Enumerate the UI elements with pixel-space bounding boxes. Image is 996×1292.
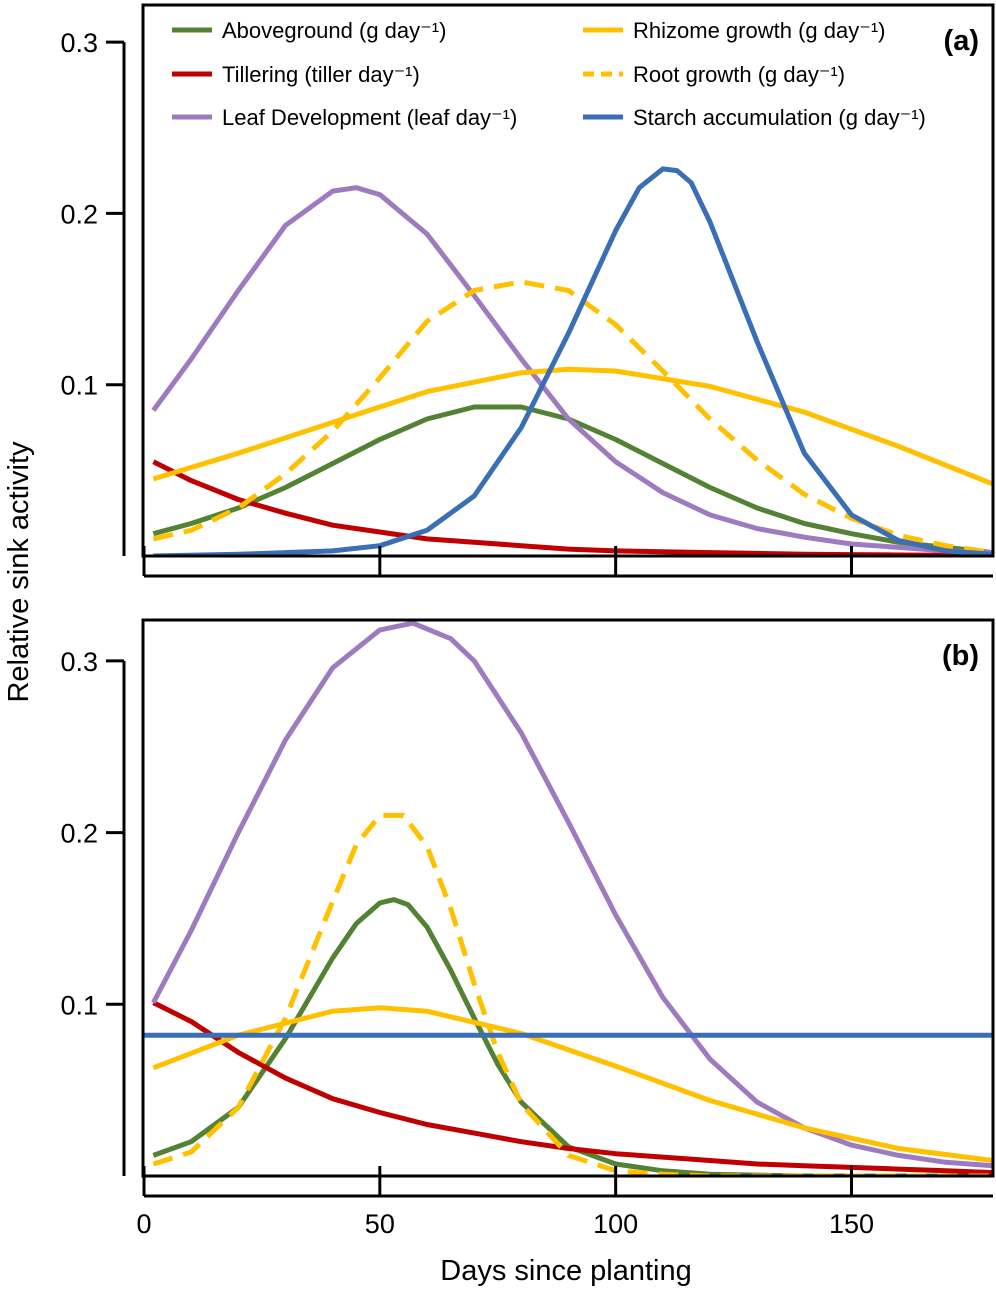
legend-label: Root growth (g day⁻¹) xyxy=(633,62,845,87)
y-tick-label: 0.3 xyxy=(60,647,98,677)
y-tick-label: 0.2 xyxy=(60,819,98,849)
legend-label: Aboveground (g day⁻¹) xyxy=(222,18,446,43)
x-tick-label: 150 xyxy=(829,1209,874,1239)
legend-label: Tillering (tiller day⁻¹) xyxy=(222,62,420,87)
panel-label: (a) xyxy=(944,25,979,57)
legend: Aboveground (g day⁻¹) Tillering (tiller d… xyxy=(172,18,926,130)
y-tick-label: 0.1 xyxy=(60,990,98,1020)
y-axis-label: Relative sink activity xyxy=(3,441,35,703)
series-line-2 xyxy=(151,185,993,556)
series-line-3 xyxy=(152,366,993,487)
series-line-5 xyxy=(153,166,993,556)
panel-b: 0.1 0.2 0.3 0 50 100 150 (b) xyxy=(60,618,995,1239)
x-axis-label: Days since planting xyxy=(440,1255,691,1287)
series-line-4 xyxy=(152,279,993,556)
legend-label: Leaf Development (leaf day⁻¹) xyxy=(222,105,517,130)
y-tick-label: 0.2 xyxy=(60,199,98,229)
y-tick-label: 0.1 xyxy=(60,371,98,401)
plot-frame xyxy=(141,3,995,558)
series-line-0 xyxy=(152,897,993,1176)
y-tick-label: 0.3 xyxy=(60,28,98,58)
plot-frame xyxy=(141,618,995,1178)
x-tick-label: 100 xyxy=(593,1209,638,1239)
x-tick-label: 50 xyxy=(365,1209,395,1239)
panel-label: (b) xyxy=(942,640,979,672)
series-line-4 xyxy=(152,812,993,1176)
x-tick-label: 0 xyxy=(136,1209,151,1239)
legend-label: Starch accumulation (g day⁻¹) xyxy=(633,105,926,130)
series-line-2 xyxy=(151,620,993,1169)
legend-label: Rhizome growth (g day⁻¹) xyxy=(633,18,885,43)
panel-a: 0.1 0.2 0.3 (a) Aboveground (g day⁻¹) Tilleri… xyxy=(60,3,995,578)
